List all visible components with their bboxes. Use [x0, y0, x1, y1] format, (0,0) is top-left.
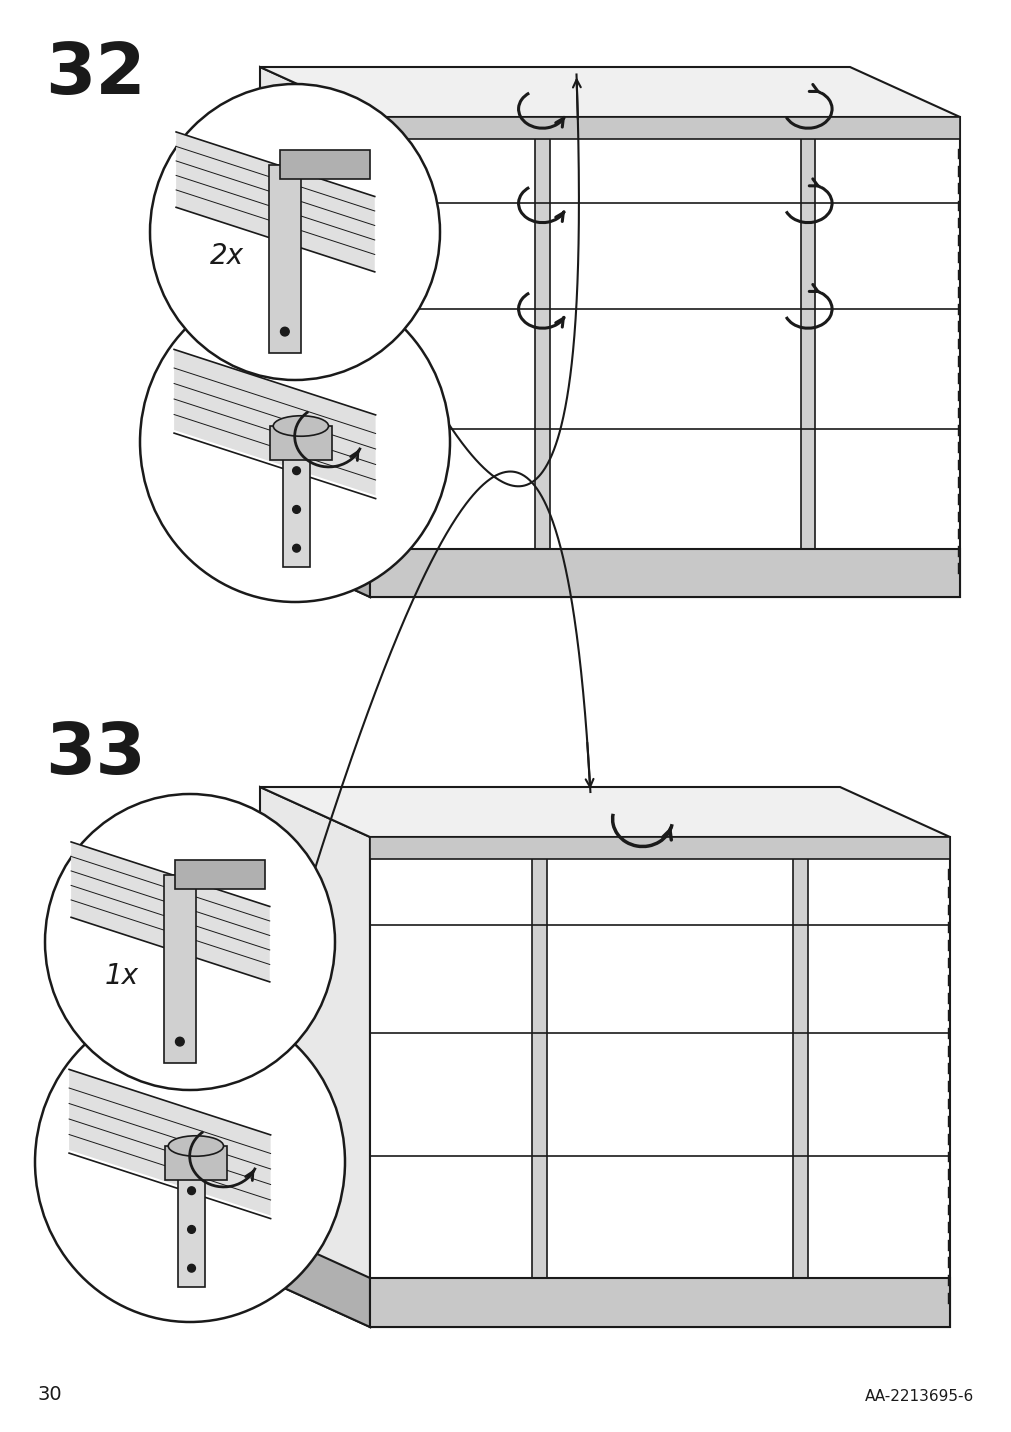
Polygon shape [800, 117, 815, 597]
Text: 30: 30 [38, 1385, 63, 1403]
Polygon shape [370, 117, 959, 139]
Polygon shape [370, 1277, 949, 1327]
Ellipse shape [140, 282, 450, 601]
Polygon shape [260, 67, 959, 117]
Polygon shape [280, 150, 370, 179]
Circle shape [292, 467, 300, 474]
Polygon shape [174, 349, 375, 495]
Polygon shape [282, 422, 310, 567]
Polygon shape [535, 117, 549, 597]
Polygon shape [164, 875, 195, 1064]
Polygon shape [175, 861, 265, 889]
Text: AA-2213695-6: AA-2213695-6 [863, 1389, 973, 1403]
Circle shape [187, 1264, 195, 1272]
Polygon shape [260, 1229, 370, 1327]
Polygon shape [370, 836, 949, 859]
Circle shape [292, 505, 300, 513]
Ellipse shape [44, 793, 335, 1090]
Polygon shape [532, 836, 546, 1327]
Ellipse shape [35, 1002, 345, 1322]
Text: 1x: 1x [105, 962, 139, 990]
Polygon shape [69, 1070, 270, 1216]
Text: 33: 33 [44, 720, 146, 789]
Polygon shape [177, 1143, 205, 1287]
Polygon shape [370, 836, 949, 1327]
Ellipse shape [168, 1136, 223, 1156]
Polygon shape [793, 836, 807, 1327]
Polygon shape [370, 548, 959, 597]
Polygon shape [260, 788, 949, 836]
Polygon shape [176, 132, 374, 272]
Polygon shape [71, 842, 270, 982]
Polygon shape [260, 67, 370, 597]
Circle shape [187, 1226, 195, 1233]
Text: 2x: 2x [209, 242, 244, 271]
Polygon shape [270, 425, 332, 460]
Circle shape [280, 328, 289, 337]
Text: 32: 32 [44, 40, 146, 109]
Ellipse shape [273, 415, 329, 437]
Circle shape [187, 1187, 195, 1194]
Circle shape [292, 544, 300, 553]
Polygon shape [269, 165, 300, 354]
Polygon shape [165, 1146, 226, 1180]
Ellipse shape [150, 84, 440, 379]
Polygon shape [260, 498, 370, 597]
Polygon shape [260, 788, 370, 1327]
Polygon shape [370, 117, 959, 597]
Circle shape [175, 1037, 184, 1045]
